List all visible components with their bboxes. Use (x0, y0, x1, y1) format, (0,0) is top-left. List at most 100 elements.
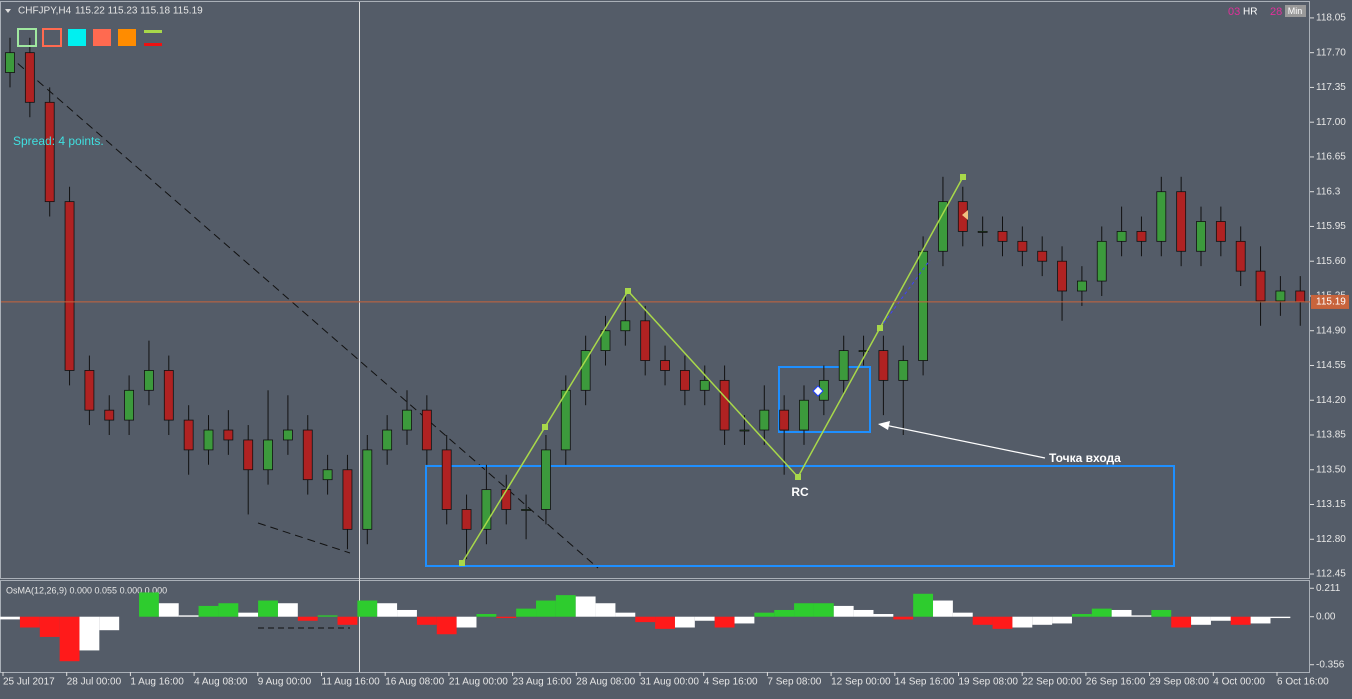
candle-body (501, 489, 512, 510)
y-tick-label: 112.80 (1316, 534, 1346, 545)
candle-body (699, 379, 710, 391)
y-tick-label: 115.95 (1316, 221, 1346, 232)
y-tick-label: 112.45 (1316, 569, 1346, 580)
candle-body (1057, 260, 1067, 292)
menu-arrow[interactable] (5, 9, 11, 13)
y-tick-label: 117.00 (1316, 117, 1346, 128)
osc-bar (674, 616, 695, 628)
tool-icon[interactable] (144, 30, 162, 33)
candle-body (144, 370, 154, 391)
osc-bar (516, 608, 537, 617)
candle-body (203, 429, 214, 451)
pattern-point (877, 325, 883, 331)
x-tick-label: 9 Aug 00:00 (258, 677, 312, 688)
osc-bar (734, 616, 755, 624)
y-tick-label: 114.90 (1316, 325, 1346, 336)
candle-body (898, 360, 909, 381)
candle-body (1116, 231, 1127, 242)
tool-icon[interactable] (118, 29, 136, 46)
osc-bar (1230, 616, 1251, 625)
x-tick-label: 12 Sep 00:00 (831, 677, 891, 688)
x-tick-label: 4 Sep 16:00 (704, 677, 758, 688)
pattern-point (459, 560, 465, 566)
candle-body (918, 250, 928, 361)
osc-bar (853, 609, 874, 617)
entry-box (778, 366, 871, 433)
osc-bar (39, 616, 60, 637)
tool-icon[interactable] (17, 28, 37, 47)
osc-bar (555, 595, 576, 617)
candle-body (481, 489, 492, 530)
x-tick-label: 4 Aug 08:00 (194, 677, 248, 688)
candle-body (1176, 191, 1187, 252)
tool-icon[interactable] (42, 28, 62, 47)
candle-body (759, 409, 770, 431)
y-tick-label: 118.05 (1316, 13, 1346, 24)
osc-bar (1032, 616, 1053, 625)
osc-bar (952, 612, 973, 617)
candle-body (124, 389, 134, 421)
zone-box (425, 465, 1175, 567)
candle-body (1077, 280, 1087, 292)
osc-bar (833, 605, 854, 617)
osc-bar (575, 596, 596, 617)
osc-bar (1250, 616, 1271, 624)
x-tick-label: 29 Sep 08:00 (1150, 677, 1210, 688)
osc-bar (933, 600, 953, 617)
candle-body (1255, 270, 1266, 302)
candle-body (719, 379, 730, 431)
tool-icon[interactable] (144, 43, 162, 46)
candle-body (1096, 240, 1107, 282)
osc-bar (1111, 609, 1132, 617)
x-tick-label: 4 Oct 00:00 (1213, 677, 1265, 688)
candle-body (421, 409, 432, 451)
osc-bar (1091, 608, 1112, 617)
x-tick-label: 31 Aug 00:00 (640, 677, 699, 688)
ohlc-text: 115.22 115.23 115.18 115.19 (75, 6, 203, 17)
candle-body (1295, 290, 1306, 303)
entry-label: Точка входа (1049, 451, 1121, 465)
osc-bar (337, 616, 358, 625)
oscillator-panel (0, 580, 1310, 673)
pattern-point (542, 424, 548, 430)
osc-bar (198, 605, 219, 617)
candle-body (183, 419, 194, 451)
osc-title: OsMA(12,26,9) 0.000 0.055 0.000 0.000 (6, 585, 167, 595)
osc-bar (416, 616, 437, 625)
candle-body (560, 389, 571, 451)
x-tick-label: 28 Aug 08:00 (576, 677, 635, 688)
candle-body (521, 509, 531, 511)
osc-bar (615, 612, 636, 617)
y-tick-label: 117.35 (1316, 82, 1346, 93)
candle-body (223, 429, 234, 441)
osc-bar (238, 612, 259, 617)
candle-body (640, 320, 651, 361)
osc-bar (873, 614, 894, 617)
tool-icon[interactable] (68, 29, 86, 46)
osc-bar (59, 616, 80, 662)
symbol: CHFJPY,H4 (18, 6, 72, 17)
y-tick-label: 0.211 (1316, 583, 1341, 594)
x-tick-label: 1 Aug 16:00 (130, 677, 184, 688)
timer-hours: 03 (1228, 6, 1240, 18)
candles (5, 37, 1306, 560)
candle-body (660, 360, 670, 371)
osc-bar (436, 616, 457, 635)
pattern-points (459, 174, 966, 566)
timer-box (1285, 5, 1306, 17)
candle-body (44, 101, 55, 203)
osc-bar (1131, 615, 1152, 617)
osc-bar (694, 616, 715, 621)
pattern-point (960, 174, 966, 180)
y-tick-label: 0.00 (1316, 611, 1336, 622)
candle-body (1235, 240, 1246, 272)
tool-icon[interactable] (93, 29, 111, 46)
candle-body (441, 449, 452, 510)
osc-bar (317, 615, 338, 617)
osc-bar (754, 612, 775, 617)
current-price-label: 115.19 (1316, 297, 1346, 308)
osc-bar (1210, 616, 1231, 621)
osc-bar (1071, 614, 1092, 617)
osc-bar (1151, 609, 1172, 617)
